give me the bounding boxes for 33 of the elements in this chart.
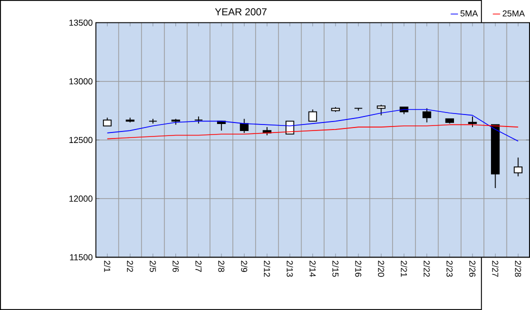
chart-title: YEAR 2007 [215,8,267,16]
x-tick-label: 2/15 [332,260,339,277]
candlestick [514,157,522,177]
x-tick-label: 2/1 [104,260,110,272]
x-tick-label: 2/23 [446,260,453,277]
x-tick-label: 2/27 [492,260,498,277]
y-tick-label: 13500 [69,20,92,26]
y-tick-label: 12500 [69,136,92,144]
y-tick-label: 11500 [70,254,92,260]
x-tick-label: 2/7 [195,260,202,272]
x-tick-label: 2/8 [218,260,225,272]
y-tick-label: 13000 [69,78,92,84]
x-tick-label: 2/5 [150,260,156,272]
candlestick [308,109,318,122]
candlestick [422,108,432,123]
legend-label: 25MA [502,10,525,16]
y-tick-label: 12000 [69,196,92,202]
x-tick-label: 2/14 [310,260,316,277]
x-tick-label: 2/22 [424,260,430,277]
x-tick-label: 2/2 [126,260,134,272]
x-tick-label: 2/20 [378,260,384,277]
x-tick-label: 2/13 [286,260,294,277]
candlestick [468,116,477,128]
legend-label: 5MA [460,10,478,16]
x-tick-label: 2/6 [172,260,179,272]
candlestick [240,118,249,134]
x-tick-label: 2/12 [264,260,270,277]
x-tick-label: 2/21 [400,260,408,277]
x-tick-label: 2/26 [469,260,476,277]
x-tick-label: 2/16 [355,260,362,277]
x-tick-label: 2/28 [514,260,522,277]
x-tick-label: 2/9 [241,260,248,272]
candlestick [376,104,386,116]
